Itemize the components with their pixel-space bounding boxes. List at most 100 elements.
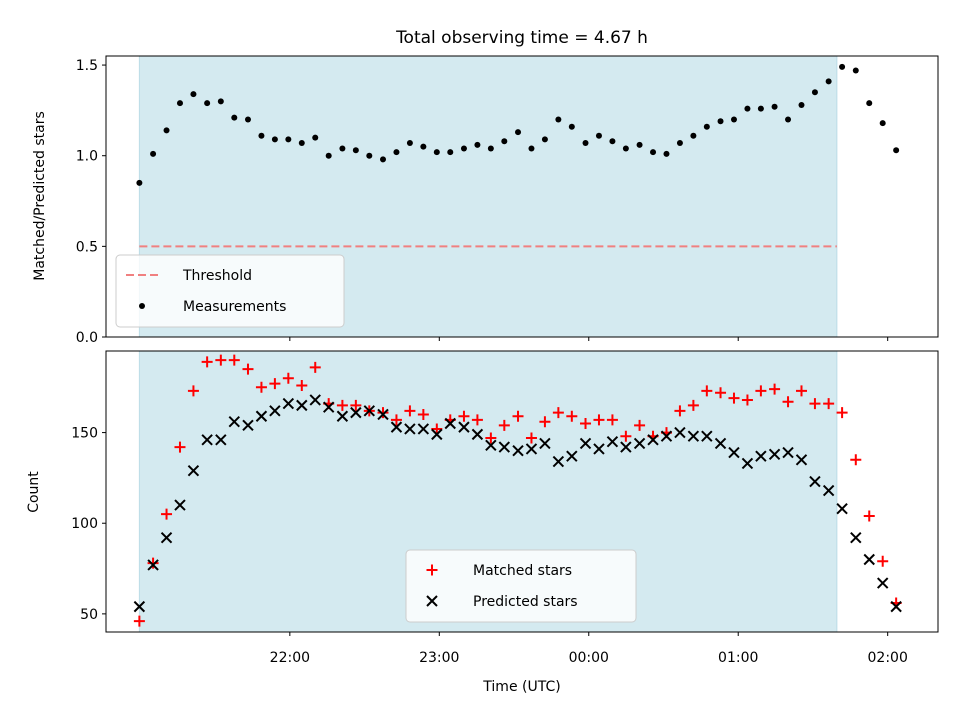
data-point xyxy=(744,105,751,112)
data-point xyxy=(147,557,159,569)
count-legend: Matched stars Predicted stars xyxy=(405,549,637,623)
data-point xyxy=(755,385,767,397)
data-point xyxy=(795,454,808,466)
data-point xyxy=(377,407,389,419)
data-point xyxy=(877,555,889,567)
data-point xyxy=(174,441,186,453)
data-point xyxy=(525,432,537,444)
data-point xyxy=(606,414,618,426)
data-point xyxy=(312,134,319,141)
data-point xyxy=(836,407,848,419)
data-point xyxy=(366,152,373,159)
data-point xyxy=(417,423,430,435)
data-point xyxy=(757,105,764,112)
count-series-predicted-stars xyxy=(133,394,902,613)
data-point xyxy=(363,405,376,417)
data-point xyxy=(555,116,562,123)
data-point xyxy=(228,354,240,366)
data-point xyxy=(755,450,767,462)
data-point xyxy=(730,116,737,123)
data-point xyxy=(458,410,470,422)
data-point xyxy=(336,410,349,422)
data-point xyxy=(785,116,792,123)
data-point xyxy=(647,434,659,446)
data-point xyxy=(893,147,900,154)
data-point xyxy=(795,385,807,397)
count-axes-frame xyxy=(105,350,939,633)
data-point xyxy=(406,140,413,147)
data-point xyxy=(296,399,308,412)
x-tick-label: 02:00 xyxy=(868,650,908,666)
data-point xyxy=(579,437,592,450)
data-point xyxy=(771,103,778,110)
legend-box xyxy=(405,549,637,623)
data-point xyxy=(852,67,859,74)
x-tick-label: 22:00 xyxy=(270,650,310,666)
data-point xyxy=(717,118,724,125)
data-point xyxy=(660,430,673,442)
data-point xyxy=(160,532,173,544)
data-point xyxy=(552,407,564,419)
data-point xyxy=(458,421,470,433)
data-point xyxy=(190,91,197,98)
legend-plus-swatch xyxy=(426,564,438,576)
data-point xyxy=(850,532,862,544)
data-point xyxy=(147,559,159,571)
data-point xyxy=(255,381,267,393)
data-point xyxy=(582,140,589,147)
data-point xyxy=(471,428,484,441)
chart-title: Total observing time = 4.67 h xyxy=(395,28,648,48)
data-point xyxy=(620,441,632,453)
data-point xyxy=(703,123,710,130)
data-point xyxy=(515,129,522,136)
data-point xyxy=(568,123,575,130)
data-point xyxy=(282,397,295,410)
data-point xyxy=(782,396,794,408)
data-point xyxy=(404,405,416,417)
data-point xyxy=(133,615,145,627)
data-point xyxy=(444,417,456,430)
data-point xyxy=(741,394,753,406)
data-point xyxy=(187,464,200,477)
data-point xyxy=(701,385,713,397)
ratio-axes-frame xyxy=(105,55,939,338)
ratio-series-measurements xyxy=(136,63,900,186)
data-point xyxy=(622,145,629,152)
data-point xyxy=(498,419,510,431)
data-point xyxy=(204,100,211,107)
data-point xyxy=(839,63,846,70)
legend-dot-swatch xyxy=(139,303,145,309)
data-point xyxy=(309,394,321,406)
data-point xyxy=(228,415,240,428)
data-point xyxy=(863,553,875,566)
count-y-tick-label: 50 xyxy=(80,607,98,623)
data-point xyxy=(809,475,821,488)
legend-box xyxy=(115,254,345,328)
data-point xyxy=(836,503,848,515)
data-point xyxy=(176,100,183,107)
data-point xyxy=(676,140,683,147)
data-point xyxy=(242,363,254,375)
data-point xyxy=(296,379,308,391)
data-point xyxy=(255,410,268,422)
data-point xyxy=(539,416,551,428)
data-point xyxy=(201,356,213,368)
data-point xyxy=(580,418,592,430)
data-point xyxy=(512,445,524,457)
data-point xyxy=(498,441,511,453)
data-point xyxy=(822,484,835,497)
data-point xyxy=(282,372,294,384)
data-point xyxy=(876,577,889,589)
legend-label: Matched stars xyxy=(473,563,572,579)
data-point xyxy=(325,152,332,159)
data-point xyxy=(634,419,646,431)
data-point xyxy=(431,423,443,435)
data-point xyxy=(485,432,497,444)
data-point xyxy=(242,419,254,432)
data-point xyxy=(687,399,699,411)
ratio-panel: 0.0 0.5 1.0 1.5 Threshold Measurements xyxy=(76,55,939,346)
data-point xyxy=(701,430,713,442)
data-point xyxy=(271,136,278,143)
x-tick-label: 01:00 xyxy=(718,650,758,666)
